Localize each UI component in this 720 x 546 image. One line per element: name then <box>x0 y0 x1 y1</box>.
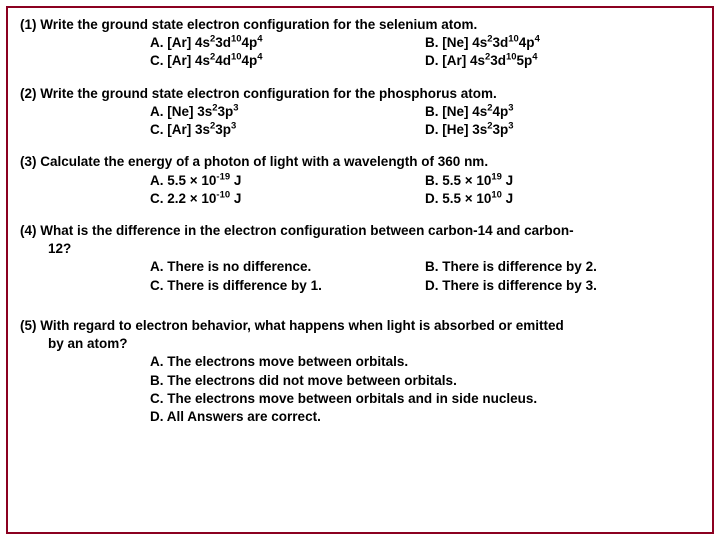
option-d: D. [Ar] 4s23d105p4 <box>425 52 700 70</box>
question-4-options: A. There is no difference. B. There is d… <box>20 258 700 294</box>
option-c-text: The electrons move between orbitals and … <box>167 391 537 406</box>
question-number: (3) <box>20 154 37 169</box>
question-text: What is the difference in the electron c… <box>40 223 573 238</box>
question-5: (5) With regard to electron behavior, wh… <box>20 317 700 426</box>
option-c: C. 2.2 × 10-10 J <box>150 190 425 208</box>
question-text: Calculate the energy of a photon of ligh… <box>40 154 488 169</box>
question-1-prompt: (1) Write the ground state electron conf… <box>20 16 700 34</box>
question-text: Write the ground state electron configur… <box>40 86 497 101</box>
option-d: D. All Answers are correct. <box>150 408 700 426</box>
question-2: (2) Write the ground state electron conf… <box>20 85 700 140</box>
option-d-text: There is difference by 3. <box>442 278 597 293</box>
option-b-text: There is difference by 2. <box>442 259 597 274</box>
question-number: (2) <box>20 86 37 101</box>
question-4-prompt: (4) What is the difference in the electr… <box>20 222 700 240</box>
option-c: C. There is difference by 1. <box>150 277 425 295</box>
option-b: B. There is difference by 2. <box>425 258 700 276</box>
option-c: C. [Ar] 3s23p3 <box>150 121 425 139</box>
option-b: B. [Ne] 4s24p3 <box>425 103 700 121</box>
question-1-options: A. [Ar] 4s23d104p4 B. [Ne] 4s23d104p4 C.… <box>20 34 700 70</box>
option-c-text: There is difference by 1. <box>167 278 322 293</box>
question-3-prompt: (3) Calculate the energy of a photon of … <box>20 153 700 171</box>
option-b: B. The electrons did not move between or… <box>150 372 700 390</box>
option-a-text: The electrons move between orbitals. <box>167 354 408 369</box>
option-a: A. 5.5 × 10-19 J <box>150 172 425 190</box>
question-4: (4) What is the difference in the electr… <box>20 222 700 295</box>
option-b: B. 5.5 × 1019 J <box>425 172 700 190</box>
question-5-prompt: (5) With regard to electron behavior, wh… <box>20 317 700 335</box>
question-text: Write the ground state electron configur… <box>40 17 477 32</box>
question-text: With regard to electron behavior, what h… <box>40 318 563 333</box>
question-3: (3) Calculate the energy of a photon of … <box>20 153 700 208</box>
option-a: A. [Ar] 4s23d104p4 <box>150 34 425 52</box>
option-b: B. [Ne] 4s23d104p4 <box>425 34 700 52</box>
question-2-options: A. [Ne] 3s23p3 B. [Ne] 4s24p3 C. [Ar] 3s… <box>20 103 700 139</box>
option-a: A. There is no difference. <box>150 258 425 276</box>
option-a: A. The electrons move between orbitals. <box>150 353 700 371</box>
question-3-options: A. 5.5 × 10-19 J B. 5.5 × 1019 J C. 2.2 … <box>20 172 700 208</box>
option-c: C. The electrons move between orbitals a… <box>150 390 700 408</box>
option-d: D. [He] 3s23p3 <box>425 121 700 139</box>
question-4-prompt-cont: 12? <box>20 240 700 258</box>
option-d: D. There is difference by 3. <box>425 277 700 295</box>
question-5-options: A. The electrons move between orbitals. … <box>20 353 700 426</box>
question-number: (4) <box>20 223 37 238</box>
option-a-text: There is no difference. <box>167 259 311 274</box>
question-5-prompt-cont: by an atom? <box>20 335 700 353</box>
worksheet-container: (1) Write the ground state electron conf… <box>6 6 714 534</box>
question-1: (1) Write the ground state electron conf… <box>20 16 700 71</box>
question-number: (1) <box>20 17 37 32</box>
question-number: (5) <box>20 318 37 333</box>
question-2-prompt: (2) Write the ground state electron conf… <box>20 85 700 103</box>
option-d-text: All Answers are correct. <box>167 409 321 424</box>
option-a: A. [Ne] 3s23p3 <box>150 103 425 121</box>
option-b-text: The electrons did not move between orbit… <box>167 373 457 388</box>
option-c: C. [Ar] 4s24d104p4 <box>150 52 425 70</box>
option-d: D. 5.5 × 1010 J <box>425 190 700 208</box>
